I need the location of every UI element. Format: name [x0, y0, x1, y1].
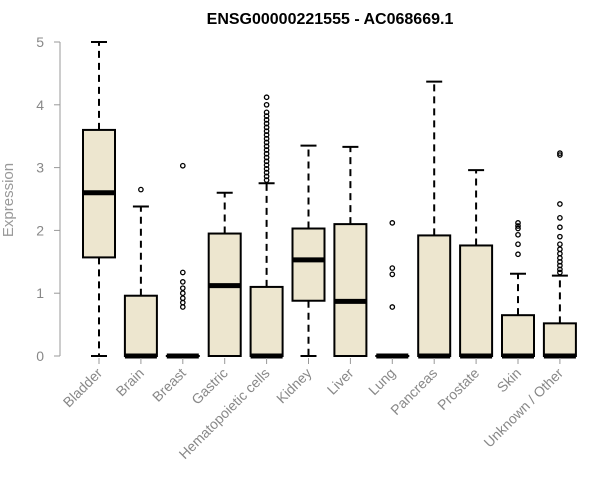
y-tick-label: 3: [36, 160, 44, 176]
outlier-point: [557, 241, 563, 248]
box-gastric: [207, 191, 242, 357]
iqr-box: [249, 285, 284, 358]
iqr-box: [123, 294, 158, 358]
outlier-point: [179, 285, 186, 292]
outlier-point: [515, 223, 521, 229]
iqr-box: [291, 227, 326, 302]
y-tick-label: 1: [36, 285, 44, 301]
y-axis: 0 1 2 3 4 5: [36, 34, 61, 364]
outlier-point: [389, 220, 396, 226]
outlier-point: [557, 246, 563, 253]
iqr-box: [542, 322, 577, 357]
x-tick-label: Pancreas: [387, 365, 440, 418]
outlier-point: [179, 295, 186, 302]
box-pancreas: [417, 80, 452, 359]
outlier-point: [515, 241, 521, 248]
outlier-point: [179, 162, 186, 169]
y-axis-label: Expression: [0, 163, 17, 237]
outlier-point: [263, 109, 270, 116]
outlier-point: [515, 220, 521, 226]
outlier-point: [557, 150, 563, 157]
y-tick-label: 0: [36, 348, 44, 364]
iqr-box: [333, 223, 368, 357]
chart-title: ENSG00000221555 - AC068669.1: [207, 11, 454, 28]
x-tick-label: Prostate: [434, 365, 482, 413]
outlier-point: [179, 279, 186, 285]
outlier-point: [557, 250, 563, 257]
outlier-point: [138, 186, 144, 193]
box-kidney: [291, 144, 326, 357]
outlier-point: [515, 251, 521, 258]
box-prostate: [459, 169, 494, 359]
outlier-point: [557, 269, 563, 276]
box-hematopoietic-cells: [249, 94, 284, 359]
box-lung: [375, 220, 410, 359]
outlier-point: [389, 265, 396, 271]
box-liver: [333, 145, 368, 357]
box-brain: [123, 186, 158, 359]
outlier-point: [263, 94, 270, 101]
box-skin: [501, 220, 535, 359]
outlier-point: [557, 201, 563, 207]
plot-area: [82, 41, 577, 359]
x-tick-label: Liver: [324, 365, 357, 398]
x-tick-label: Skin: [494, 365, 525, 396]
y-tick-label: 5: [36, 34, 44, 50]
y-tick-label: 2: [36, 222, 44, 238]
box-bladder: [82, 41, 116, 357]
outlier-point: [515, 231, 521, 238]
x-tick-label: Breast: [149, 365, 189, 405]
outlier-point: [389, 271, 396, 278]
outlier-point: [389, 304, 396, 310]
box-breast: [165, 162, 200, 359]
outlier-point: [515, 225, 521, 232]
outlier-point: [557, 214, 563, 221]
x-tick-label: Lung: [365, 365, 398, 398]
y-tick-label: 4: [36, 97, 44, 113]
x-tick-label: Unknown / Other: [480, 365, 566, 451]
outlier-point: [179, 290, 186, 297]
x-tick-label: Bladder: [60, 365, 106, 411]
iqr-box: [459, 244, 494, 357]
x-tick-label: Brain: [113, 365, 147, 399]
box-unknown-other: [542, 150, 577, 359]
outlier-point: [179, 304, 186, 310]
iqr-box: [207, 232, 242, 357]
outlier-point: [557, 152, 563, 158]
iqr-box: [501, 314, 535, 357]
outlier-point: [557, 224, 563, 231]
outlier-point: [557, 233, 563, 240]
outlier-point: [179, 269, 186, 276]
outlier-point: [179, 299, 186, 306]
x-tick-label: Kidney: [273, 365, 315, 407]
iqr-box: [417, 234, 452, 357]
outlier-point: [263, 101, 270, 108]
